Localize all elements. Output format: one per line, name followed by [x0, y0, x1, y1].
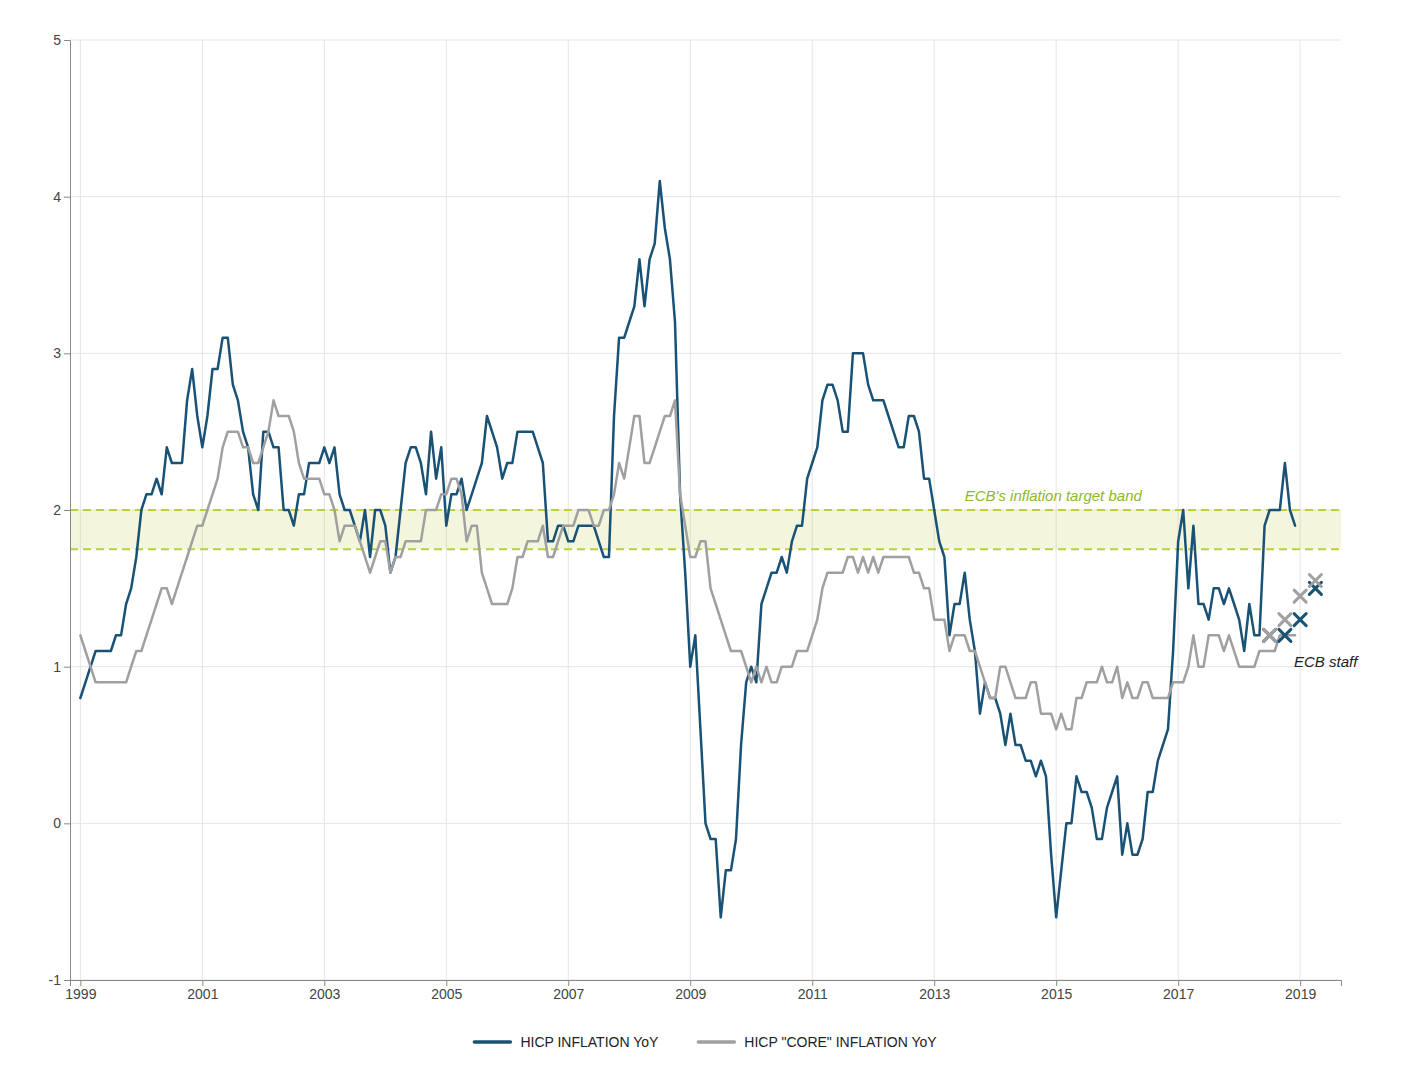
tick: 4	[53, 189, 70, 205]
tick-mark	[64, 40, 70, 41]
tick-label: 2009	[675, 986, 706, 1002]
annotation: ECB's inflation target band	[965, 487, 1143, 504]
chart-svg: 1999200120032005200720092011201320152017…	[0, 0, 1411, 1090]
tick: 0	[53, 815, 70, 831]
tick: 2015	[1041, 980, 1072, 1002]
tick: 2007	[553, 980, 584, 1002]
legend: HICP INFLATION YoY HICP "CORE" INFLATION …	[474, 1034, 937, 1050]
tick-mark	[64, 980, 70, 981]
legend-item: HICP INFLATION YoY	[474, 1034, 659, 1050]
tick-label: 1	[53, 659, 61, 675]
marker	[1294, 614, 1306, 626]
tick: 2001	[187, 980, 218, 1002]
tick-label: 2005	[431, 986, 462, 1002]
y-axis: -1 0 1 2 3 4 5	[49, 32, 71, 988]
marker	[1264, 629, 1276, 641]
grid-line-y	[70, 196, 1341, 197]
legend-label: HICP INFLATION YoY	[520, 1034, 659, 1050]
plot-area	[70, 181, 1341, 917]
tick-label: 4	[53, 189, 61, 205]
marker	[1309, 575, 1321, 587]
grid-line-y	[70, 40, 1341, 41]
tick-label: 2	[53, 502, 61, 518]
tick-label: 2011	[798, 986, 828, 1002]
tick-label: 2007	[553, 986, 584, 1002]
marker	[1264, 629, 1276, 641]
marker	[1279, 614, 1291, 626]
marker	[1279, 629, 1291, 641]
tick-label: 2019	[1285, 986, 1316, 1002]
chart-container: 1999200120032005200720092011201320152017…	[0, 0, 1411, 1090]
series-line	[80, 400, 1295, 729]
tick-mark	[64, 197, 70, 198]
tick-label: -1	[49, 972, 62, 988]
tick-label: 0	[53, 815, 61, 831]
series-markers	[1264, 575, 1322, 642]
grid-line-y	[70, 353, 1341, 354]
legend-swatch	[474, 1040, 510, 1044]
tick-mark	[64, 823, 70, 824]
tick: 1	[53, 659, 70, 675]
tick: 2011	[798, 980, 828, 1002]
axis-line	[64, 41, 71, 981]
legend-label: HICP "CORE" INFLATION YoY	[744, 1034, 937, 1050]
tick: -1	[49, 972, 70, 988]
tick: 2009	[675, 980, 706, 1002]
grid-line-y	[70, 666, 1341, 667]
grid	[70, 40, 1341, 980]
x-axis: 1999 2001 2003 2005 2007 2009 2011 2013 2015 2017…	[65, 980, 1341, 1002]
tick-label: 2013	[919, 986, 950, 1002]
tick-label: 2003	[309, 986, 340, 1002]
marker	[1294, 590, 1306, 602]
tick: 3	[53, 345, 70, 361]
tick: 2019	[1285, 980, 1316, 1002]
tick-label: 2001	[187, 986, 218, 1002]
tick-label: 2017	[1163, 986, 1194, 1002]
target-band-upper	[70, 509, 1341, 511]
series-line	[80, 181, 1295, 917]
tick: 1999	[65, 980, 96, 1002]
legend-item: HICP "CORE" INFLATION YoY	[698, 1034, 937, 1050]
tick: 2	[53, 502, 70, 518]
tick: 5	[53, 32, 70, 48]
tick-label: 5	[53, 32, 61, 48]
tick-mark	[64, 353, 70, 354]
tick: 2013	[919, 980, 950, 1002]
tick: 2005	[431, 980, 462, 1002]
series-markers	[1264, 582, 1322, 641]
annotation: ECB staff	[1294, 653, 1359, 670]
tick-label: 2015	[1041, 986, 1072, 1002]
tick-mark	[64, 667, 70, 668]
tick-mark	[64, 510, 70, 511]
tick-label: 3	[53, 345, 61, 361]
tick-label: 1999	[65, 986, 96, 1002]
annotations: ECB staff ECB's inflation target band	[965, 487, 1360, 670]
legend-swatch	[698, 1040, 734, 1044]
tick: 2017	[1163, 980, 1194, 1002]
tick: 2003	[309, 980, 340, 1002]
